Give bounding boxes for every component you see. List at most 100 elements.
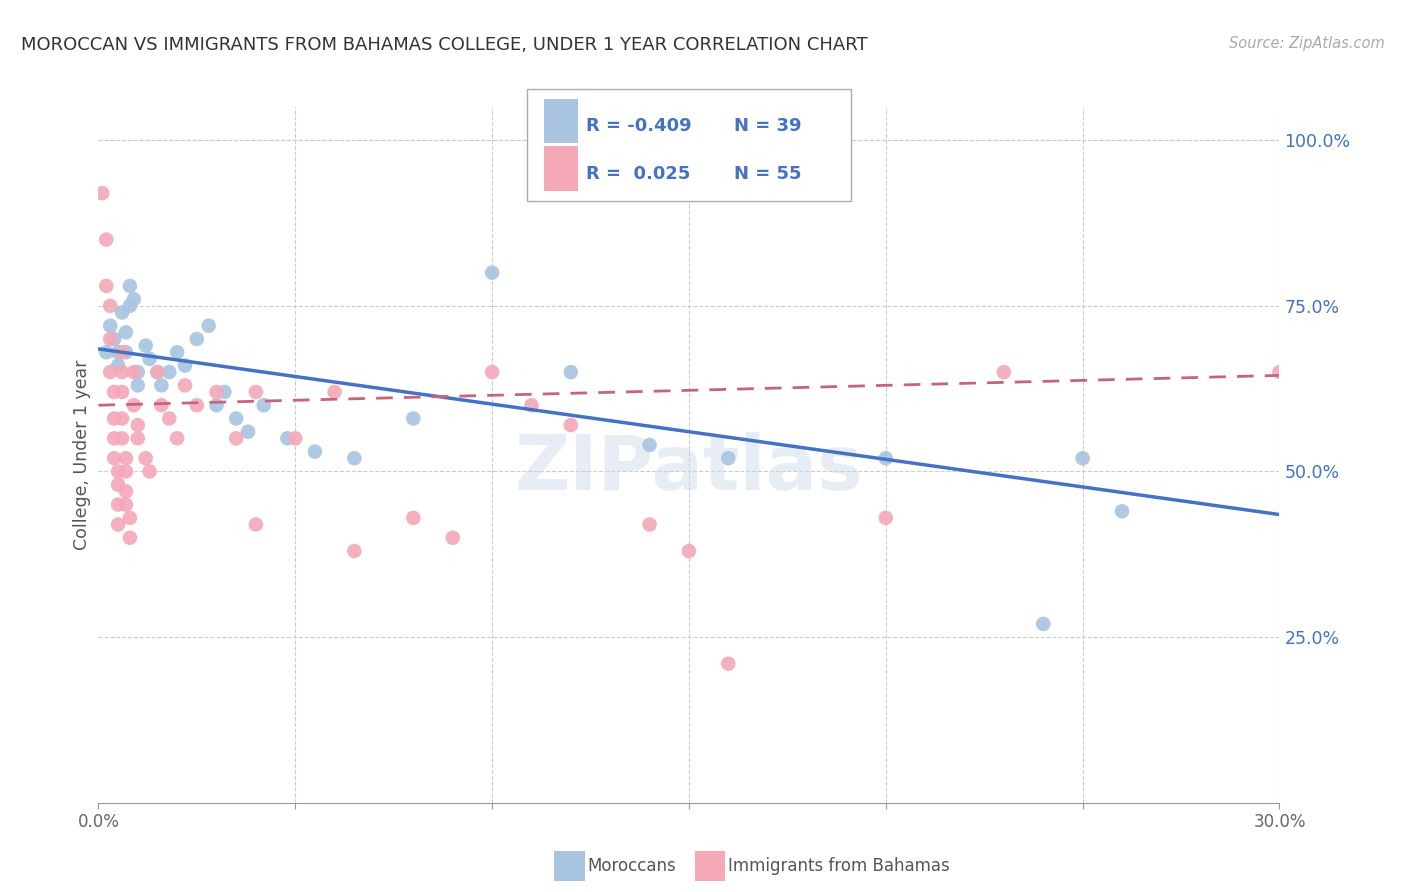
Text: ZIPatlas: ZIPatlas	[515, 432, 863, 506]
Point	[236, 425, 259, 439]
Text: R = -0.409: R = -0.409	[586, 118, 692, 136]
Text: Moroccans: Moroccans	[588, 857, 676, 875]
Point	[1268, 365, 1291, 379]
Point	[214, 384, 236, 399]
Point	[174, 359, 197, 373]
Point	[107, 517, 129, 532]
Point	[115, 345, 138, 359]
Point	[122, 365, 145, 379]
Point	[103, 411, 125, 425]
Text: Immigrants from Bahamas: Immigrants from Bahamas	[728, 857, 950, 875]
Point	[103, 384, 125, 399]
Point	[115, 326, 138, 340]
Point	[118, 531, 141, 545]
Point	[98, 365, 121, 379]
Point	[118, 279, 141, 293]
Point	[186, 398, 208, 412]
Point	[111, 305, 134, 319]
Point	[166, 345, 188, 359]
Point	[107, 359, 129, 373]
Point	[875, 451, 897, 466]
Point	[150, 378, 173, 392]
Point	[875, 511, 897, 525]
Point	[205, 398, 228, 412]
Point	[103, 332, 125, 346]
Point	[118, 511, 141, 525]
Point	[205, 384, 228, 399]
Point	[253, 398, 276, 412]
Text: N = 39: N = 39	[734, 118, 801, 136]
Text: N = 55: N = 55	[734, 165, 801, 183]
Text: R =  0.025: R = 0.025	[586, 165, 690, 183]
Point	[135, 451, 157, 466]
Point	[717, 451, 740, 466]
Point	[174, 378, 197, 392]
Point	[111, 384, 134, 399]
Point	[304, 444, 326, 458]
Point	[560, 365, 582, 379]
Point	[111, 345, 134, 359]
Point	[103, 431, 125, 445]
Point	[481, 266, 503, 280]
Point	[118, 299, 141, 313]
Point	[323, 384, 346, 399]
Point	[481, 365, 503, 379]
Point	[103, 451, 125, 466]
Text: MOROCCAN VS IMMIGRANTS FROM BAHAMAS COLLEGE, UNDER 1 YEAR CORRELATION CHART: MOROCCAN VS IMMIGRANTS FROM BAHAMAS COLL…	[21, 36, 868, 54]
Point	[245, 517, 267, 532]
Text: Source: ZipAtlas.com: Source: ZipAtlas.com	[1229, 36, 1385, 51]
Point	[197, 318, 219, 333]
Point	[1032, 616, 1054, 631]
Point	[96, 279, 118, 293]
Point	[186, 332, 208, 346]
Point	[127, 431, 149, 445]
Point	[146, 365, 169, 379]
Point	[107, 477, 129, 491]
Point	[115, 465, 138, 479]
Point	[98, 332, 121, 346]
Point	[166, 431, 188, 445]
Point	[96, 233, 118, 247]
Point	[107, 345, 129, 359]
Point	[402, 411, 425, 425]
Point	[115, 498, 138, 512]
Point	[402, 511, 425, 525]
Point	[138, 465, 160, 479]
Point	[678, 544, 700, 558]
Point	[717, 657, 740, 671]
Point	[91, 186, 114, 201]
Point	[111, 431, 134, 445]
Point	[284, 431, 307, 445]
Point	[138, 351, 160, 366]
Point	[638, 438, 661, 452]
Point	[115, 451, 138, 466]
Point	[225, 411, 247, 425]
Point	[993, 365, 1015, 379]
Point	[107, 498, 129, 512]
Point	[135, 338, 157, 352]
Point	[127, 365, 149, 379]
Point	[111, 365, 134, 379]
Point	[150, 398, 173, 412]
Point	[146, 365, 169, 379]
Point	[96, 345, 118, 359]
Point	[1071, 451, 1094, 466]
Point	[520, 398, 543, 412]
Point	[107, 465, 129, 479]
Point	[157, 411, 180, 425]
Point	[122, 292, 145, 306]
Point	[98, 318, 121, 333]
Point	[441, 531, 464, 545]
Point	[127, 378, 149, 392]
Point	[560, 418, 582, 433]
Point	[343, 544, 366, 558]
Point	[276, 431, 298, 445]
Point	[225, 431, 247, 445]
Y-axis label: College, Under 1 year: College, Under 1 year	[73, 359, 91, 550]
Point	[115, 484, 138, 499]
Point	[245, 384, 267, 399]
Point	[122, 398, 145, 412]
Point	[127, 418, 149, 433]
Point	[111, 411, 134, 425]
Point	[343, 451, 366, 466]
